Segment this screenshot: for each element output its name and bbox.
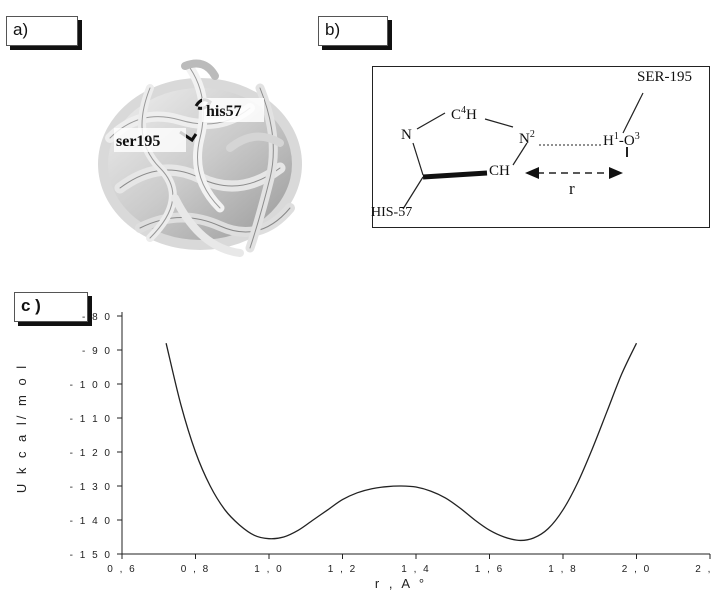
y-tick-label: - 1 2 0	[70, 448, 112, 459]
mechanism-bonds	[402, 92, 644, 210]
n-atom: N	[401, 127, 412, 143]
y-tick-label: - 8 0	[82, 312, 112, 323]
x-tick-label: 1 , 8	[548, 564, 577, 575]
x-tick-label: 1 , 2	[328, 564, 357, 575]
r-distance-label: r	[569, 179, 575, 198]
y-axis-title: U k c a l/ m o l	[14, 363, 29, 493]
energy-chart: 0 , 6 0 , 8 1 , 0 1 , 2 1 , 4 1 , 6 1 , 8 2 , 0…	[14, 312, 716, 591]
chart-ticks: 0 , 6 0 , 8 1 , 0 1 , 2 1 , 4 1 , 6 1 , 8 2 , 0…	[70, 312, 716, 575]
x-tick-label: 0 , 6	[107, 564, 136, 575]
x-tick-label: 1 , 0	[254, 564, 283, 575]
y-tick-label: - 1 3 0	[70, 482, 112, 493]
x-tick-label: 1 , 6	[475, 564, 504, 575]
h1-o3-atoms: H1-O3	[603, 131, 640, 149]
panel-c-label: c )	[14, 292, 88, 322]
his57-label: his57	[206, 103, 242, 120]
y-tick-label: - 1 0 0	[70, 380, 112, 391]
his57-mech-label: HIS-57	[371, 205, 413, 220]
y-tick-label: - 1 1 0	[70, 414, 112, 425]
y-tick-label: - 1 5 0	[70, 550, 112, 561]
x-axis-title: r , A °	[375, 576, 427, 591]
panel-a-label: a)	[6, 16, 78, 46]
chart-axes	[121, 312, 710, 555]
panel-b-label: b)	[318, 16, 388, 46]
c4h-atom: C4H	[451, 105, 477, 123]
x-tick-label: 1 , 4	[401, 564, 430, 575]
y-tick-label: - 9 0	[82, 346, 112, 357]
mechanism-diagram: SER-195 N C4H N2 H1-O3 CH r HIS-57	[371, 66, 710, 228]
x-tick-label: 2 , 0	[622, 564, 651, 575]
x-tick-label: 0 , 8	[181, 564, 210, 575]
x-tick-label: 2 , 2	[695, 564, 716, 575]
ch-atom: CH	[489, 163, 510, 179]
y-tick-label: - 1 4 0	[70, 516, 112, 527]
protein-ribbon-image: his57 ser195	[98, 59, 302, 257]
ser195-mech-label: SER-195	[637, 69, 693, 85]
n2-atom: N2	[519, 129, 535, 147]
ser195-label: ser195	[116, 133, 160, 150]
energy-curve	[165, 342, 638, 542]
